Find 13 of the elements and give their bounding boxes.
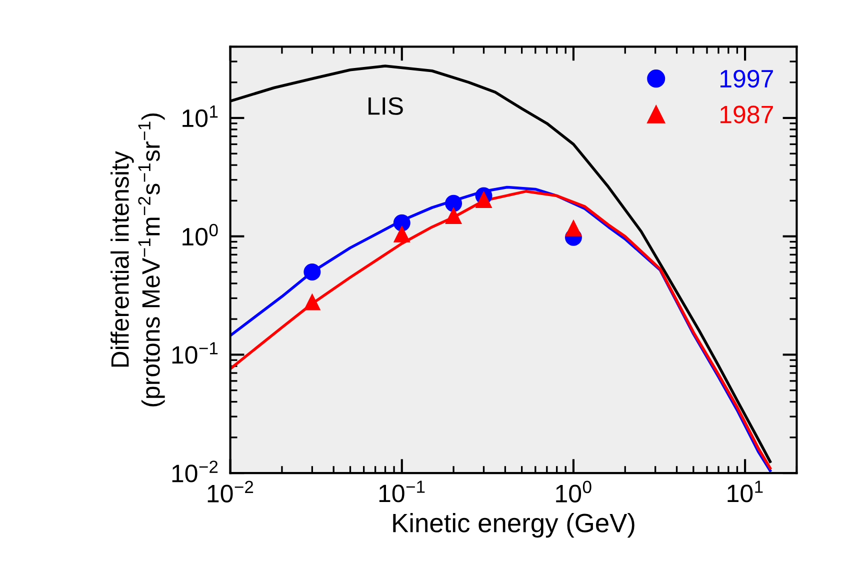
x-axis-title: Kinetic energy (GeV) — [393, 513, 634, 538]
x-tick-label: 10$^{1}$ — [728, 480, 763, 502]
legend-label: 1987 — [720, 106, 773, 124]
text: Differential intensity (protons MeV$^{−1}$m$^{−2}$s$^{−1}$sr$^{−1}$) — [110, 114, 165, 406]
y-tick-label: 10$^{−1}$ — [172, 342, 218, 364]
y-tick-label: 10$^{−2}$ — [172, 460, 218, 482]
series-label: LIS — [368, 97, 403, 115]
x-tick-label: 10$^{−2}$ — [208, 480, 254, 502]
x-tick-label: 10$^{0}$ — [556, 480, 592, 502]
legend-label: 1997 — [720, 70, 773, 88]
y-tick-label: 10$^{0}$ — [182, 224, 218, 246]
x-tick-label: 10$^{−1}$ — [379, 480, 425, 502]
y-tick-label: 10$^{1}$ — [182, 106, 218, 128]
